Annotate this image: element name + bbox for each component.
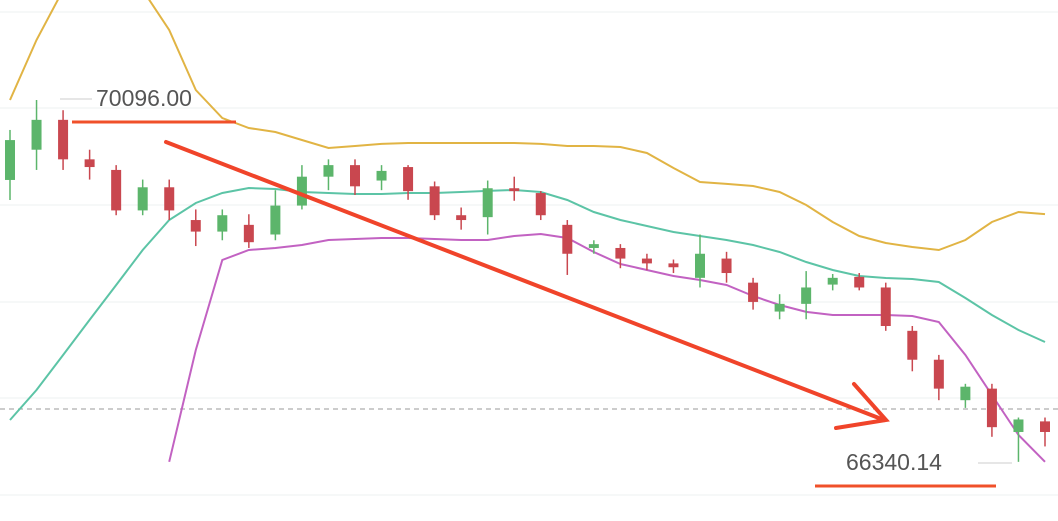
candle-body (801, 287, 812, 304)
candle-body (296, 176, 307, 206)
candle-body (668, 263, 679, 268)
candle-body (562, 224, 573, 254)
candle-body (721, 258, 732, 274)
candle-body (986, 388, 997, 428)
candle-body (907, 330, 918, 360)
candle-body (137, 187, 148, 211)
lower-band (168, 232, 1046, 463)
candle-body (217, 215, 228, 232)
candle-body (854, 276, 865, 288)
middle-band (9, 186, 1046, 421)
candle-body (535, 193, 546, 216)
candle-body (509, 188, 520, 192)
candle-body (58, 119, 69, 160)
candle-body (403, 167, 414, 192)
arrow-shaft (164, 140, 886, 422)
candle-body (960, 386, 971, 401)
candle-body (350, 165, 360, 187)
candle-body (695, 253, 705, 278)
candle-body (5, 140, 15, 180)
background-grid (0, 11, 1058, 496)
candle-body (482, 188, 493, 218)
candle-body (641, 258, 652, 264)
candle-body (323, 165, 334, 177)
candle-body (111, 169, 122, 211)
candle-body (588, 244, 599, 248)
candle-body (190, 220, 201, 232)
candle-body (164, 187, 175, 211)
candle-body (1013, 419, 1024, 432)
candle-body (774, 303, 785, 312)
candle-body (615, 247, 626, 259)
candle-body (880, 287, 891, 327)
plot (5, 0, 1050, 463)
candle-body (827, 277, 838, 285)
candle-body (270, 205, 281, 235)
upper-band (9, 0, 1046, 252)
trend-arrow (164, 140, 890, 430)
arrow-head (834, 382, 890, 430)
candle-body (933, 359, 944, 389)
candle-body (376, 170, 387, 181)
candle-body (84, 159, 95, 168)
candle-body (456, 215, 467, 221)
candle-body (31, 119, 42, 150)
candle-body (748, 282, 759, 302)
high-label: 70096.00 (96, 85, 192, 111)
low-label: 66340.14 (846, 449, 942, 475)
candle-body (429, 186, 440, 216)
candle-body (243, 224, 254, 243)
candle-body (1040, 421, 1050, 432)
